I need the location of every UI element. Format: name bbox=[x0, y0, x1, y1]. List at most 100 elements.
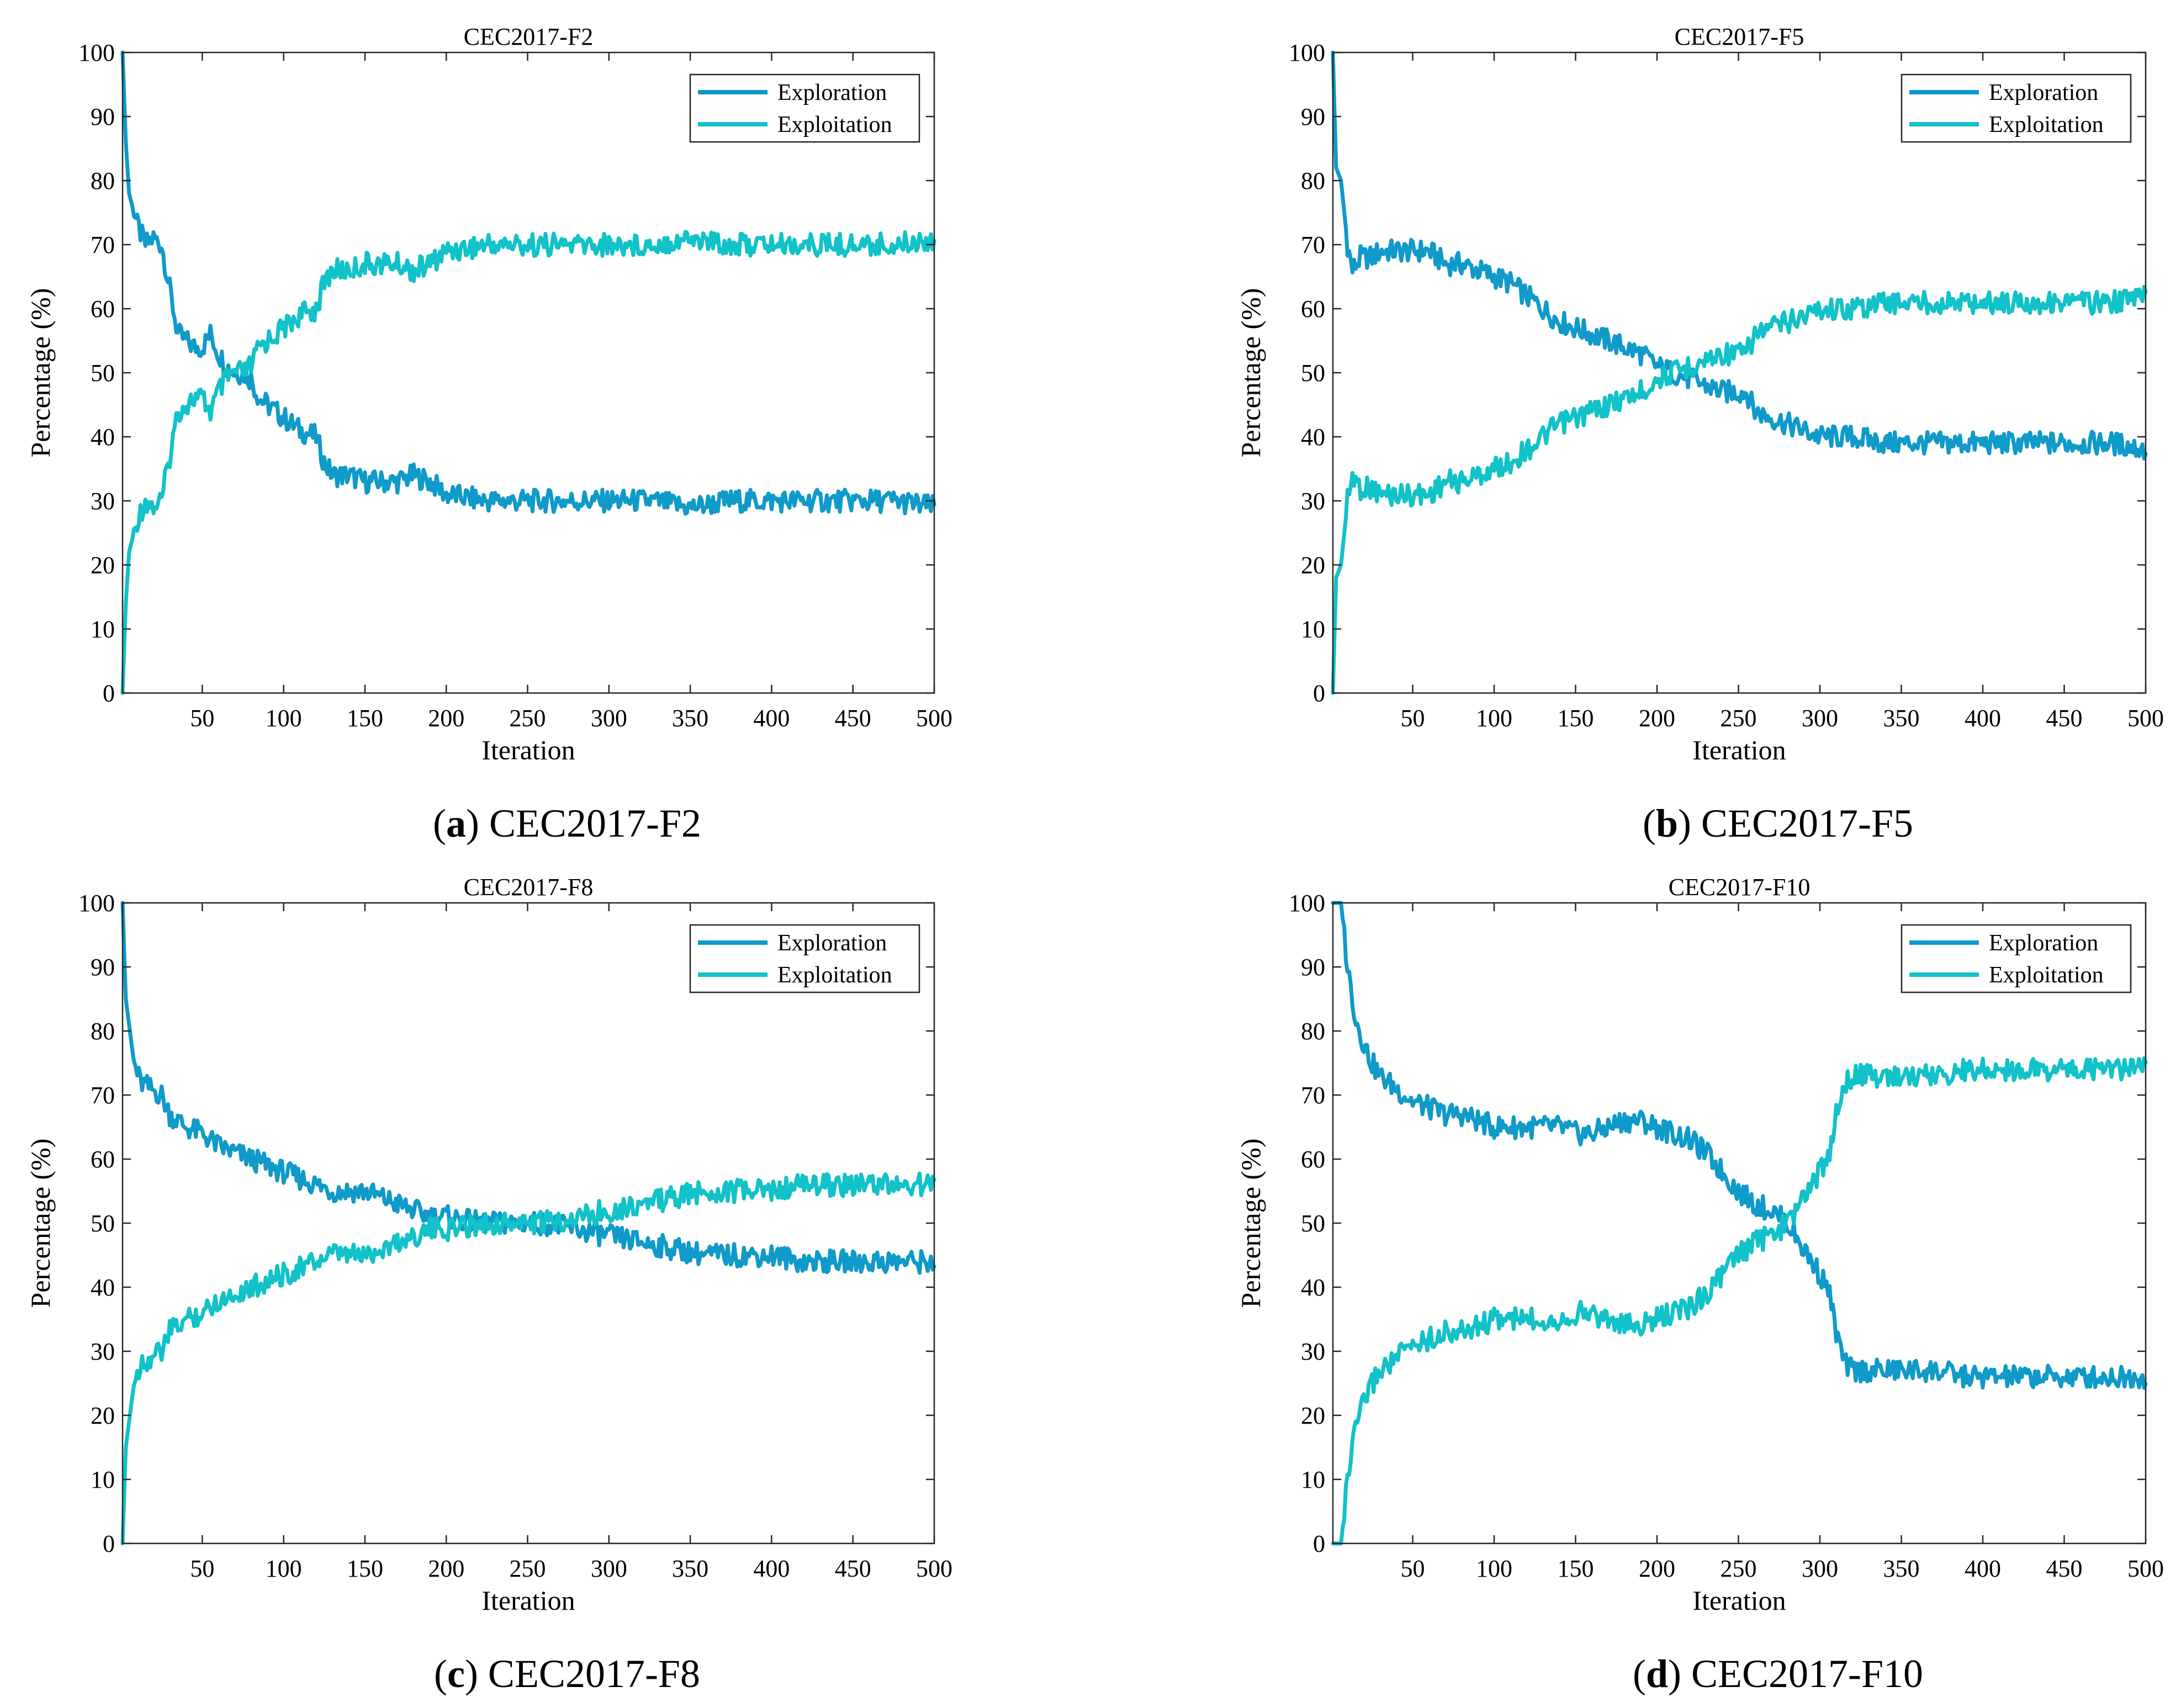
y-tick-label: 10 bbox=[1301, 616, 1325, 643]
plot-area-frame bbox=[1332, 902, 2147, 1545]
y-tick-label: 20 bbox=[91, 1402, 115, 1429]
y-tick-label: 40 bbox=[91, 1274, 115, 1301]
y-tick-label: 80 bbox=[91, 1018, 115, 1045]
y-tick-label: 70 bbox=[1301, 1082, 1325, 1109]
y-tick-label: 30 bbox=[1301, 1338, 1325, 1365]
series-line-exploitation bbox=[120, 230, 936, 695]
legend-label-exploitation: Exploitation bbox=[777, 112, 892, 138]
x-tick-label: 100 bbox=[1476, 705, 1512, 732]
x-tick-label: 200 bbox=[428, 1555, 464, 1582]
panel-caption: (b) CEC2017-F5 bbox=[1643, 801, 1913, 845]
legend-label-exploitation: Exploitation bbox=[1989, 963, 2104, 988]
legend-label-exploration: Exploration bbox=[1989, 930, 2098, 956]
y-tick-label: 40 bbox=[1301, 1274, 1325, 1301]
y-tick-label: 10 bbox=[91, 1466, 115, 1493]
y-tick-label: 40 bbox=[1301, 424, 1325, 451]
x-tick-label: 150 bbox=[347, 1555, 383, 1582]
x-tick-label: 450 bbox=[835, 1555, 871, 1582]
panel-caption: (a) CEC2017-F2 bbox=[433, 801, 701, 845]
x-tick-label: 500 bbox=[2127, 705, 2164, 732]
legend: Exploration Exploitation bbox=[689, 73, 920, 143]
x-tick-label: 350 bbox=[672, 1555, 708, 1582]
chart-panel-4: 0 10 20 30 40 50 60 70 80 90 100 50 100 150 200 250 300 3… bbox=[1235, 874, 2164, 1696]
x-tick-label: 400 bbox=[753, 705, 790, 732]
y-tick-label: 60 bbox=[1301, 295, 1325, 322]
y-axis-label: Percentage (%) bbox=[25, 288, 56, 458]
series-line-exploration bbox=[1331, 901, 2148, 1390]
panel-caption: (c) CEC2017-F8 bbox=[434, 1652, 700, 1696]
y-axis-label: Percentage (%) bbox=[1235, 1139, 1266, 1308]
series-line-exploitation bbox=[1331, 285, 2148, 695]
x-tick-label: 400 bbox=[1965, 1555, 2001, 1582]
legend-label-exploration: Exploration bbox=[777, 930, 887, 956]
y-tick-label: 30 bbox=[91, 488, 115, 515]
y-tick-label: 30 bbox=[1301, 488, 1325, 515]
chart-panel-1: 0 10 20 30 40 50 60 70 80 90 100 50 100 150 200 250 300 3… bbox=[25, 23, 952, 845]
x-tick-label: 400 bbox=[753, 1555, 790, 1582]
x-tick-label: 500 bbox=[916, 705, 952, 732]
legend-frame bbox=[1901, 73, 2132, 143]
x-tick-label: 50 bbox=[190, 1555, 214, 1582]
x-tick-label: 350 bbox=[672, 705, 708, 732]
y-tick-label: 0 bbox=[103, 1530, 115, 1557]
y-axis-label: Percentage (%) bbox=[25, 1139, 56, 1308]
series-line-exploitation bbox=[1331, 1056, 2148, 1546]
legend-label-exploitation: Exploitation bbox=[1989, 112, 2104, 138]
chart-title: CEC2017-F2 bbox=[464, 23, 594, 50]
y-tick-label: 80 bbox=[91, 167, 115, 194]
x-tick-label: 200 bbox=[1639, 1555, 1675, 1582]
x-axis-label: Iteration bbox=[481, 1585, 575, 1616]
y-tick-label: 100 bbox=[1289, 39, 1325, 66]
y-tick-label: 0 bbox=[1313, 680, 1325, 707]
x-axis-label: Iteration bbox=[1692, 1585, 1786, 1616]
x-tick-label: 250 bbox=[510, 705, 546, 732]
y-tick-label: 90 bbox=[91, 103, 115, 130]
x-tick-label: 250 bbox=[1721, 1555, 1757, 1582]
y-axis-label: Percentage (%) bbox=[1235, 288, 1266, 458]
chart-panel-2: 0 10 20 30 40 50 60 70 80 90 100 50 100 150 200 250 300 3… bbox=[1235, 23, 2164, 845]
x-tick-label: 450 bbox=[835, 705, 871, 732]
x-tick-label: 300 bbox=[591, 1555, 627, 1582]
x-tick-label: 300 bbox=[591, 705, 627, 732]
x-tick-label: 200 bbox=[1639, 705, 1675, 732]
x-axis-label: Iteration bbox=[1692, 734, 1786, 765]
legend-frame bbox=[689, 73, 920, 143]
y-tick-label: 50 bbox=[1301, 359, 1325, 387]
y-tick-label: 20 bbox=[91, 552, 115, 579]
legend-label-exploration: Exploration bbox=[777, 80, 887, 105]
y-tick-label: 20 bbox=[1301, 1402, 1325, 1429]
y-tick-label: 50 bbox=[91, 359, 115, 387]
series-line-exploration bbox=[120, 50, 936, 516]
x-tick-label: 500 bbox=[916, 1555, 952, 1582]
chart-panel-3: 0 10 20 30 40 50 60 70 80 90 100 50 100 150 200 250 300 3… bbox=[25, 874, 952, 1696]
x-tick-label: 200 bbox=[428, 705, 464, 732]
series-line-exploration bbox=[1331, 50, 2148, 461]
x-tick-label: 100 bbox=[1476, 1555, 1512, 1582]
chart-title: CEC2017-F10 bbox=[1669, 874, 1811, 901]
x-tick-label: 250 bbox=[1721, 705, 1757, 732]
panel-caption: (d) CEC2017-F10 bbox=[1633, 1652, 1923, 1696]
y-tick-label: 100 bbox=[78, 39, 115, 66]
y-tick-label: 20 bbox=[1301, 552, 1325, 579]
y-tick-label: 80 bbox=[1301, 167, 1325, 194]
x-tick-label: 300 bbox=[1802, 1555, 1838, 1582]
y-tick-label: 50 bbox=[1301, 1210, 1325, 1237]
y-tick-label: 30 bbox=[91, 1338, 115, 1365]
x-tick-label: 250 bbox=[510, 1555, 546, 1582]
y-tick-label: 10 bbox=[1301, 1466, 1325, 1493]
legend-frame bbox=[689, 924, 920, 993]
x-tick-label: 150 bbox=[347, 705, 383, 732]
y-tick-label: 40 bbox=[91, 424, 115, 451]
plot-area-frame bbox=[1332, 51, 2147, 694]
y-tick-label: 60 bbox=[91, 295, 115, 322]
x-tick-label: 500 bbox=[2127, 1555, 2164, 1582]
legend: Exploration Exploitation bbox=[1901, 73, 2132, 143]
y-tick-label: 100 bbox=[78, 890, 115, 917]
legend: Exploration Exploitation bbox=[1901, 924, 2132, 993]
y-tick-label: 0 bbox=[103, 680, 115, 707]
y-tick-label: 50 bbox=[91, 1210, 115, 1237]
legend-label-exploitation: Exploitation bbox=[777, 963, 892, 988]
y-tick-label: 100 bbox=[1289, 890, 1325, 917]
y-tick-label: 70 bbox=[1301, 231, 1325, 258]
